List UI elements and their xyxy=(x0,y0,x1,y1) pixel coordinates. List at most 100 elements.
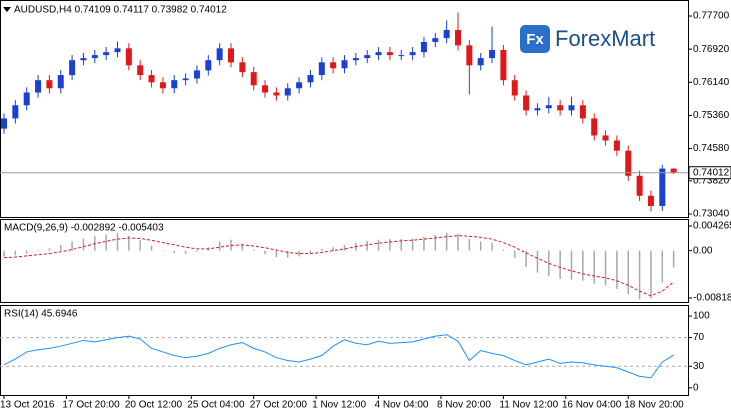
candle-body xyxy=(670,168,677,173)
candle-body xyxy=(23,92,30,106)
candle-body xyxy=(46,80,53,89)
candle-body xyxy=(500,50,507,81)
x-tick-label: 8 Nov 20:00 xyxy=(437,400,491,411)
candle-body xyxy=(420,41,427,53)
candle-body xyxy=(364,55,371,59)
candle-body xyxy=(579,105,586,119)
candle-body xyxy=(103,52,110,56)
candle-body xyxy=(466,45,473,66)
x-tick-label: 4 Nov 04:00 xyxy=(375,400,429,411)
chart-title: AUDUSD,H4 0.74109 0.74117 0.73982 0.7401… xyxy=(14,5,227,16)
panel-frame xyxy=(0,305,689,396)
x-tick-label: 27 Oct 20:00 xyxy=(250,400,308,411)
candle-body xyxy=(12,105,19,119)
candle-body xyxy=(625,150,632,176)
logo: Fx ForexMart xyxy=(520,25,655,53)
candle-body xyxy=(91,55,98,59)
candle-body xyxy=(545,105,552,109)
logo-text: ForexMart xyxy=(555,26,655,51)
candle-body xyxy=(659,168,666,206)
candle-body xyxy=(114,48,121,53)
candle-body xyxy=(375,52,382,56)
y-tick-label: 0.77700 xyxy=(693,11,730,22)
y-tick-label: 0.76140 xyxy=(693,77,730,88)
candle-body xyxy=(534,108,541,111)
candle-body xyxy=(523,95,530,111)
menu-triangle xyxy=(3,7,11,12)
candle-body xyxy=(330,62,337,69)
y-tick-label: 100 xyxy=(693,311,710,322)
candle-body xyxy=(250,72,257,86)
y-tick-label: 0.00 xyxy=(693,245,713,256)
y-tick-label: 30 xyxy=(693,361,705,372)
candle-body xyxy=(455,30,461,46)
candle-body xyxy=(216,48,223,61)
last-price-label: 0.74012 xyxy=(693,167,730,178)
candle-body xyxy=(125,48,132,66)
candle-body xyxy=(262,85,269,93)
candle-body xyxy=(318,62,325,76)
x-tick-label: 18 Nov 20:00 xyxy=(624,400,684,411)
candle-body xyxy=(636,175,643,196)
y-tick-label: 0.76920 xyxy=(693,44,730,55)
candle-body xyxy=(307,75,314,83)
x-tick-label: 13 Oct 2016 xyxy=(0,400,55,411)
candle-body xyxy=(159,82,166,89)
candle-body xyxy=(239,62,246,73)
candle-body xyxy=(137,65,144,76)
candle-body xyxy=(193,70,200,79)
x-tick-label: 20 Oct 12:00 xyxy=(125,400,183,411)
panel-title: RSI(14) 45.6946 xyxy=(4,309,78,320)
candle-body xyxy=(591,118,598,136)
candle-body xyxy=(443,30,450,39)
y-tick-label: 0 xyxy=(693,382,699,393)
candle-body xyxy=(171,80,178,89)
candle-body xyxy=(284,88,291,96)
y-tick-label: 0.73040 xyxy=(693,209,730,220)
candle-body xyxy=(228,48,234,63)
logo-icon: Fx xyxy=(526,31,544,48)
candle-body xyxy=(57,75,64,89)
candle-body xyxy=(80,58,87,61)
x-tick-label: 1 Nov 12:00 xyxy=(312,400,366,411)
rsi-line xyxy=(3,334,674,379)
candle-body xyxy=(1,118,7,129)
panel-frame xyxy=(0,0,689,218)
candle-body xyxy=(182,78,189,81)
panel-frame xyxy=(0,219,689,303)
candle-body xyxy=(647,195,654,206)
y-tick-label: 0.73820 xyxy=(693,176,730,187)
y-tick-label: 0.75360 xyxy=(693,110,730,121)
x-tick-label: 25 Oct 04:00 xyxy=(187,400,245,411)
candle-body xyxy=(557,105,564,111)
candle-body xyxy=(148,75,155,83)
x-tick-label: 17 Oct 20:00 xyxy=(62,400,120,411)
candle-body xyxy=(386,52,393,56)
candle-body xyxy=(489,50,496,59)
logo-icon-bg xyxy=(520,25,550,53)
candle-body xyxy=(296,82,303,89)
y-tick-label: -0.008184 xyxy=(693,293,731,304)
candle-body xyxy=(35,80,42,93)
candle-body xyxy=(341,60,348,69)
candle-body xyxy=(568,105,575,111)
candle-body xyxy=(602,135,609,141)
candle-body xyxy=(409,52,416,56)
last-price-box xyxy=(688,166,731,180)
candle-body xyxy=(398,55,405,57)
candle-body xyxy=(511,80,518,96)
y-tick-label: 0.004265 xyxy=(693,221,731,232)
x-tick-label: 16 Nov 04:00 xyxy=(562,400,622,411)
candle-body xyxy=(273,92,280,96)
panel-title: MACD(9,26,9) -0.002892 -0.005403 xyxy=(4,223,164,234)
candle-body xyxy=(432,38,439,42)
y-tick-label: 70 xyxy=(693,332,705,343)
y-tick-label: 0.74580 xyxy=(693,143,730,154)
candle-body xyxy=(613,140,620,151)
candle-body xyxy=(352,58,359,61)
candle-body xyxy=(477,58,484,66)
candle-body xyxy=(69,60,76,76)
candle-body xyxy=(205,60,212,71)
